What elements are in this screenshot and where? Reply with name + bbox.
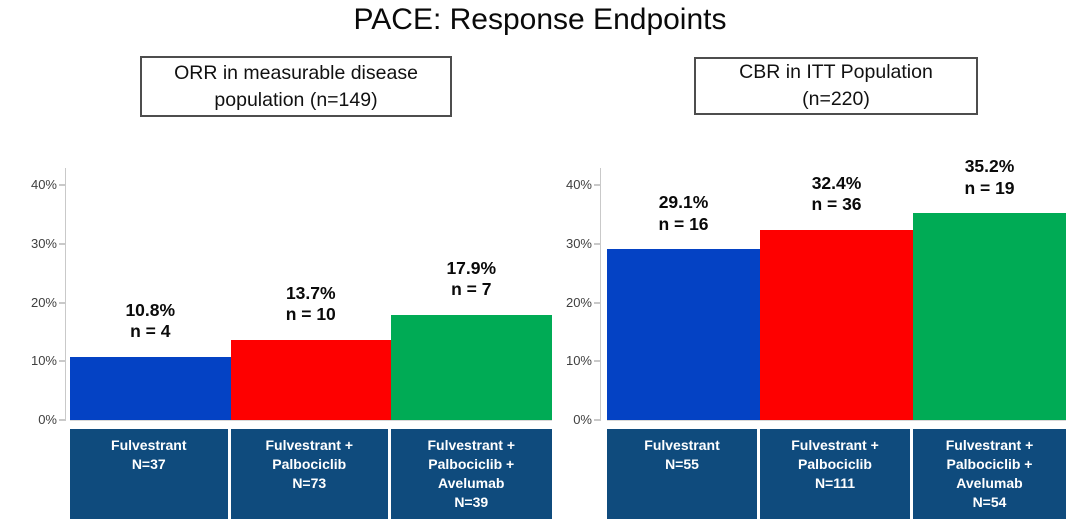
y-tick-label: 0%	[38, 412, 57, 427]
y-tick-mark	[594, 301, 600, 304]
y-tick-mark	[594, 184, 600, 186]
right-chart-title: CBR in ITT Population (n=220)	[739, 61, 933, 110]
left-chart-title: ORR in measurable disease population (n=…	[174, 61, 418, 111]
y-tick-mark	[59, 360, 65, 363]
bar-fulvestrant-palbociclib	[230, 339, 391, 420]
y-tick-label: 40%	[30, 177, 57, 192]
y-tick-mark	[594, 360, 600, 363]
bar-value-label: 29.1% n = 16	[658, 192, 709, 234]
y-axis-line	[600, 168, 601, 421]
x-axis-category-label: Fulvestrant + Palbociclib N=73	[230, 429, 388, 519]
x-axis-category-label: Fulvestrant N=55	[607, 429, 757, 519]
bar-fulvestrant	[70, 356, 231, 420]
y-tick-label: 20%	[30, 294, 57, 310]
x-axis-category-label: Fulvestrant + Palbociclib N=111	[760, 429, 910, 519]
bar-value-label: 13.7% n = 10	[285, 282, 336, 325]
x-axis-category-label: Fulvestrant + Palbociclib + Avelumab N=3…	[391, 429, 552, 519]
y-tick-mark	[594, 242, 600, 245]
y-tick-label: 30%	[30, 235, 57, 251]
x-axis-line	[607, 420, 1066, 421]
x-axis-category-label: Fulvestrant N=37	[70, 429, 228, 519]
bar-value-label: 10.8% n = 4	[125, 299, 176, 342]
bar-fulvestrant-palbociclib-avelumab	[391, 314, 552, 420]
bar-fulvestrant-palbociclib-avelumab	[913, 213, 1066, 420]
bar-value-label: 32.4% n = 36	[811, 172, 862, 215]
y-tick-label: 40%	[565, 177, 592, 192]
y-axis-line	[65, 168, 66, 421]
y-tick-label: 20%	[565, 294, 592, 310]
bar-value-label: 35.2% n = 19	[964, 156, 1015, 198]
y-tick-mark	[59, 242, 65, 245]
left-chart-title-box: ORR in measurable disease population (n=…	[140, 56, 452, 117]
page-title: PACE: Response Endpoints	[353, 3, 727, 36]
x-axis-line	[70, 420, 552, 421]
y-tick-label: 0%	[573, 412, 592, 427]
right-chart-title-box: CBR in ITT Population (n=220)	[694, 57, 978, 115]
y-tick-mark	[594, 419, 600, 421]
y-tick-label: 30%	[565, 235, 592, 251]
bar-fulvestrant-palbociclib	[760, 229, 913, 420]
y-tick-mark	[59, 419, 65, 421]
bar-value-label: 17.9% n = 7	[446, 257, 497, 300]
y-tick-mark	[59, 301, 65, 304]
y-tick-label: 10%	[30, 353, 57, 369]
y-tick-mark	[59, 184, 65, 186]
bar-fulvestrant	[607, 249, 760, 420]
x-axis-category-label: Fulvestrant + Palbociclib + Avelumab N=5…	[913, 429, 1066, 519]
y-tick-label: 10%	[565, 353, 592, 369]
